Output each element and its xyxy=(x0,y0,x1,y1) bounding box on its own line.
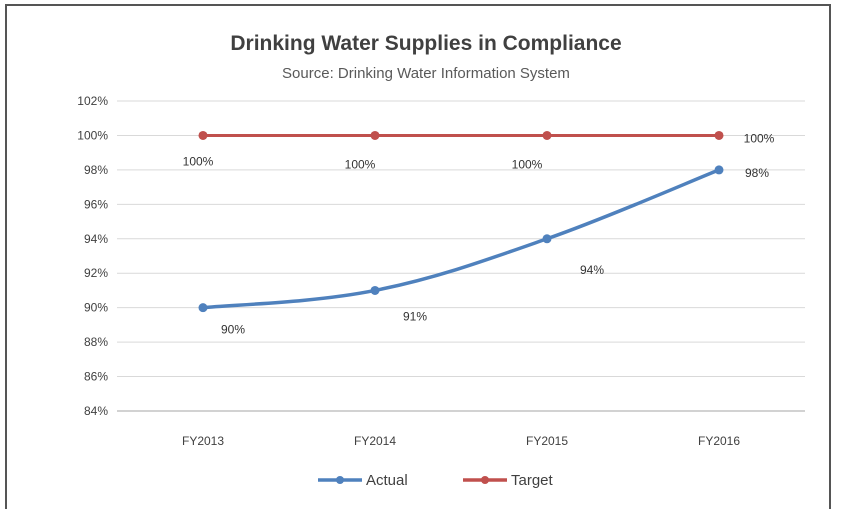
legend-label-target: Target xyxy=(511,472,554,489)
legend-label-actual: Actual xyxy=(366,472,408,489)
data-label-target: 100% xyxy=(744,131,775,145)
data-point-actual xyxy=(542,234,552,244)
legend: Actual Target xyxy=(318,472,554,489)
gridlines xyxy=(117,100,805,412)
data-labels: 90% 91% 94% 98% 100% 100% 100% 100% xyxy=(183,131,775,336)
chart-frame xyxy=(5,4,831,509)
data-point-target xyxy=(370,130,380,140)
data-point-actual xyxy=(714,165,724,175)
y-tick-label: 86% xyxy=(84,370,108,384)
series-group xyxy=(198,130,724,313)
data-label-target: 100% xyxy=(183,154,214,168)
y-tick-label: 100% xyxy=(77,128,108,142)
y-tick-label: 98% xyxy=(84,163,108,177)
y-tick-label: 102% xyxy=(77,94,108,108)
data-label-target: 100% xyxy=(512,157,543,171)
data-point-actual xyxy=(370,285,380,295)
x-tick-label: FY2014 xyxy=(354,434,396,448)
y-tick-label: 94% xyxy=(84,232,108,246)
x-axis-ticks: FY2013 FY2014 FY2015 FY2016 xyxy=(182,434,740,448)
data-label-target: 100% xyxy=(345,157,376,171)
data-point-actual xyxy=(198,303,208,313)
x-tick-label: FY2013 xyxy=(182,434,224,448)
x-tick-label: FY2016 xyxy=(698,434,740,448)
data-label-actual: 90% xyxy=(221,323,245,337)
y-tick-label: 92% xyxy=(84,266,108,280)
data-label-actual: 94% xyxy=(580,263,604,277)
data-point-target xyxy=(542,130,552,140)
legend-marker-actual xyxy=(336,476,344,484)
data-point-target xyxy=(714,130,724,140)
y-tick-label: 84% xyxy=(84,404,108,418)
legend-marker-target xyxy=(481,476,489,484)
y-tick-label: 88% xyxy=(84,335,108,349)
y-tick-label: 90% xyxy=(84,301,108,315)
x-tick-label: FY2015 xyxy=(526,434,568,448)
chart-title: Drinking Water Supplies in Compliance xyxy=(230,32,621,55)
series-line-actual xyxy=(201,168,721,310)
chart-subtitle: Source: Drinking Water Information Syste… xyxy=(282,65,570,82)
data-label-actual: 98% xyxy=(745,166,769,180)
y-tick-label: 96% xyxy=(84,197,108,211)
y-axis-ticks: 84% 86% 88% 90% 92% 94% 96% 98% 100% 102% xyxy=(77,94,108,418)
data-point-target xyxy=(198,130,208,140)
data-label-actual: 91% xyxy=(403,309,427,323)
